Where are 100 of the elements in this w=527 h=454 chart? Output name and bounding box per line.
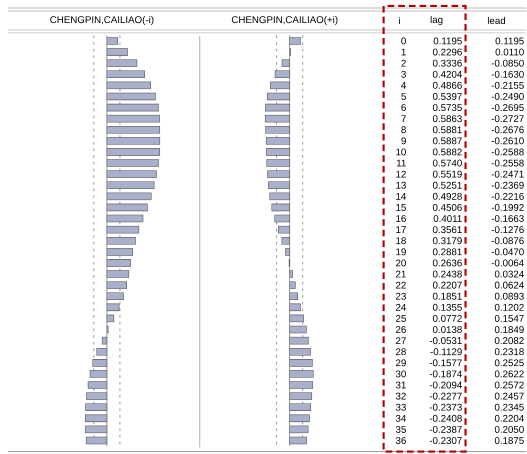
- data-label: 0.5882: [432, 148, 462, 156]
- bar: [272, 204, 290, 212]
- bar: [85, 426, 108, 434]
- data-label: 0.0772: [432, 315, 462, 322]
- bar: [289, 282, 296, 290]
- bar: [289, 304, 301, 312]
- data-label: 0.2572: [494, 382, 524, 389]
- data-label: -0.2471: [492, 170, 524, 178]
- data-label: 0.2881: [432, 248, 462, 256]
- data-label: 0.5519: [432, 170, 462, 178]
- data-label: -0.2610: [492, 138, 524, 145]
- chart-title: CHENGPIN,CAILIAO(-i): [50, 16, 154, 26]
- bar: [106, 137, 160, 145]
- category-label: 24: [396, 304, 406, 311]
- data-label: -0.1129: [430, 348, 462, 356]
- bar: [106, 48, 128, 56]
- category-label: 19: [396, 248, 406, 256]
- bar: [85, 404, 108, 412]
- bar: [267, 92, 290, 100]
- bar: [86, 392, 108, 400]
- bar: [289, 37, 301, 45]
- category-label: 3: [401, 71, 406, 78]
- bar: [106, 237, 136, 245]
- data-label: -0.2155: [492, 82, 524, 90]
- text: lag: [430, 16, 442, 26]
- bar: [264, 115, 290, 123]
- data-label: 0.5887: [432, 138, 462, 145]
- category-label: 18: [396, 238, 406, 244]
- data-label: 0.2345: [494, 404, 524, 411]
- bar: [84, 414, 108, 422]
- bar: [282, 237, 290, 245]
- data-label: -0.0470: [492, 248, 524, 256]
- bar: [106, 170, 157, 178]
- data-label: 0.2525: [494, 360, 524, 366]
- bar: [289, 337, 309, 345]
- data-label: 0.3561: [432, 226, 462, 234]
- data-label: 0.0893: [494, 293, 524, 300]
- bar: [289, 392, 312, 400]
- data-label: 0.4011: [434, 215, 462, 222]
- data-label: 0.1849: [494, 326, 524, 334]
- data-label: 0.2318: [494, 348, 524, 356]
- bar: [106, 204, 148, 212]
- bar: [270, 82, 290, 90]
- bar: [106, 70, 145, 78]
- category-label: 35: [396, 426, 406, 434]
- data-label: -0.2277: [430, 392, 462, 400]
- data-label: -0.2695: [492, 104, 524, 112]
- data-label: 0.4866: [432, 82, 462, 90]
- category-label: 32: [396, 392, 406, 400]
- bar: [289, 381, 314, 390]
- data-label: -0.0531: [430, 337, 462, 344]
- data-label: -0.0064: [492, 260, 524, 267]
- bar: [289, 270, 293, 278]
- data-label: 0.1875: [494, 437, 524, 444]
- bar: [270, 192, 290, 200]
- bar: [106, 82, 151, 90]
- data-label: 0.1202: [494, 304, 524, 312]
- data-label: -0.2373: [430, 404, 462, 411]
- data-label: 0.2082: [494, 337, 524, 344]
- bar: [289, 426, 308, 434]
- bar: [106, 192, 152, 200]
- bar: [266, 148, 290, 156]
- category-label: 21: [396, 270, 406, 278]
- data-label: 0.0324: [494, 270, 524, 278]
- data-label: -0.1276: [492, 226, 524, 234]
- data-label: 0.5397: [432, 93, 462, 100]
- bar: [289, 314, 304, 322]
- category-label: 1: [402, 48, 406, 56]
- bar: [106, 115, 160, 123]
- bar: [274, 215, 290, 223]
- text: lead: [488, 17, 506, 24]
- category-label: 36: [396, 437, 406, 444]
- data-label: 0.0138: [432, 326, 462, 334]
- data-label: 0.5881: [432, 126, 462, 134]
- data-label: -0.2369: [492, 182, 524, 189]
- data-label: -0.2727: [492, 115, 524, 122]
- data-label: 0.0624: [494, 282, 524, 289]
- data-label: 0.2050: [494, 426, 524, 434]
- data-label: 0.1547: [494, 315, 524, 322]
- chart-title: CHENGPIN,CAILIAO(+i): [232, 16, 338, 26]
- data-label: 0.4506: [432, 204, 462, 212]
- category-label: 34: [396, 415, 406, 422]
- category-label: 8: [401, 126, 406, 134]
- category-label: 16: [396, 215, 406, 222]
- bar: [102, 337, 108, 345]
- category-label: 10: [396, 148, 406, 156]
- bar: [106, 282, 128, 290]
- category-label: 14: [396, 193, 406, 200]
- category-label: 26: [396, 326, 406, 334]
- data-label: 0.2457: [494, 392, 524, 400]
- data-label: 0.2207: [432, 282, 462, 289]
- bar: [289, 292, 298, 300]
- data-label: 0.3336: [432, 60, 462, 67]
- bar: [282, 60, 290, 68]
- data-label: -0.0876: [492, 238, 524, 244]
- category-label: 22: [396, 282, 406, 289]
- data-label: 0.0110: [496, 48, 524, 56]
- category-label: 29: [396, 360, 406, 366]
- category-label: 17: [396, 226, 406, 234]
- data-label: -0.2307: [430, 437, 462, 444]
